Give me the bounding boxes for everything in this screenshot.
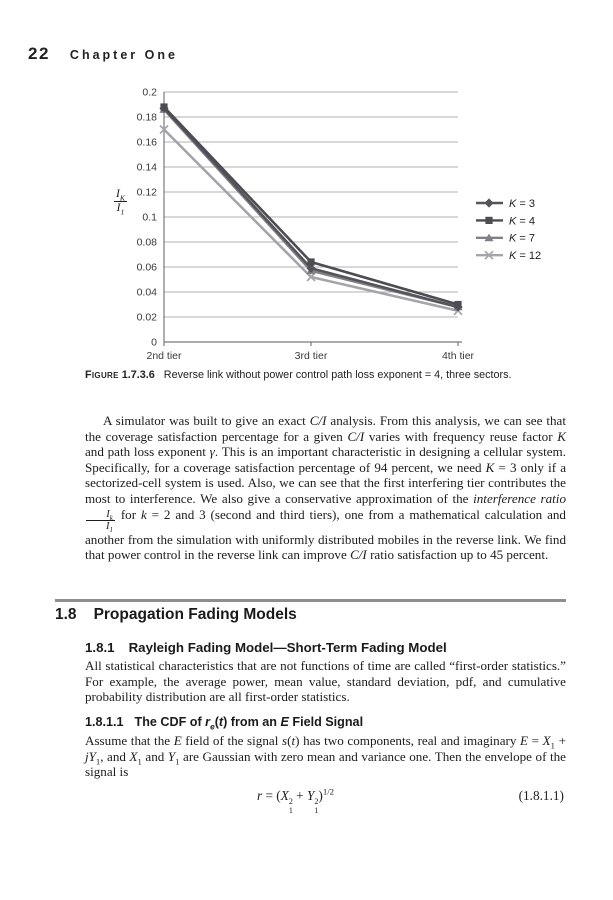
svg-text:K = 7: K = 7 [509,233,535,245]
equation-formula: r = (X 2 1 + Y 2 1)1/2 [256,786,335,815]
figure-chart: 0 0.02 0.04 0.06 0.08 0.1 0.12 0.14 0.16 0.18 0.2 2… [88,88,588,374]
chapter-title: Chapter One [69,48,178,62]
section-number: 1.8 [55,606,77,623]
svg-text:0.06: 0.06 [137,262,158,274]
y-axis-label-numerator: IK [116,188,125,203]
page-number: 22 [28,44,50,63]
section-number: 1.8.1 [85,640,115,655]
figure-caption-label: Figure [85,369,119,381]
svg-text:0.12: 0.12 [137,187,158,199]
equation-block: r = (X 2 1 + Y 2 1)1/2 (1.8.1.1) [85,786,566,815]
figure-caption-text: Reverse link without power control path … [163,369,512,381]
svg-text:0: 0 [151,337,157,349]
svg-text:0.02: 0.02 [137,312,158,324]
svg-text:K = 4: K = 4 [509,215,535,227]
section-divider-rule [55,599,566,602]
svg-text:3rd tier: 3rd tier [295,350,328,362]
paragraph-simulator: A simulator was built to give an exact C… [85,413,567,563]
section-heading-1-8: 1.8 Propagation Fading Models [55,606,297,624]
section-number: 1.8.1.1 [85,715,124,729]
section-title: The CDF of re(t) from an E Field Signal [134,715,364,732]
section-heading-1-8-1-1: 1.8.1.1 The CDF of re(t) from an E Field … [85,715,364,732]
svg-text:0.08: 0.08 [137,237,158,249]
svg-text:K = 3: K = 3 [509,198,535,210]
svg-text:0.16: 0.16 [137,137,158,149]
section-title: Propagation Fading Models [93,606,297,623]
svg-text:0.1: 0.1 [142,212,157,224]
y-axis-label-denominator: I1 [114,201,127,216]
y-axis-label: IK I1 [114,188,127,216]
svg-text:4th tier: 4th tier [442,350,475,362]
equation-number: (1.8.1.1) [518,788,564,803]
paragraph-e-field: Assume that the E field of the signal s(… [85,733,566,780]
svg-text:0.2: 0.2 [142,88,157,99]
section-heading-1-8-1: 1.8.1 Rayleigh Fading Model—Short-Term Fa… [85,640,447,655]
figure-caption: Figure 1.7.3.6 Reverse link without power… [85,369,567,381]
svg-text:0.18: 0.18 [137,112,158,124]
svg-text:0.04: 0.04 [137,287,158,299]
figure-chart-svg: 0 0.02 0.04 0.06 0.08 0.1 0.12 0.14 0.16 0.18 0.2 2… [137,88,542,362]
svg-text:0.14: 0.14 [137,162,158,174]
figure-caption-number: 1.7.3.6 [121,369,155,381]
svg-text:K = 12: K = 12 [509,250,541,262]
section-title: Rayleigh Fading Model—Short-Term Fading … [128,640,447,655]
page-header: 22 Chapter One [28,44,178,64]
paragraph-first-order-statistics: All statistical characteristics that are… [85,658,566,705]
svg-text:2nd tier: 2nd tier [146,350,182,362]
